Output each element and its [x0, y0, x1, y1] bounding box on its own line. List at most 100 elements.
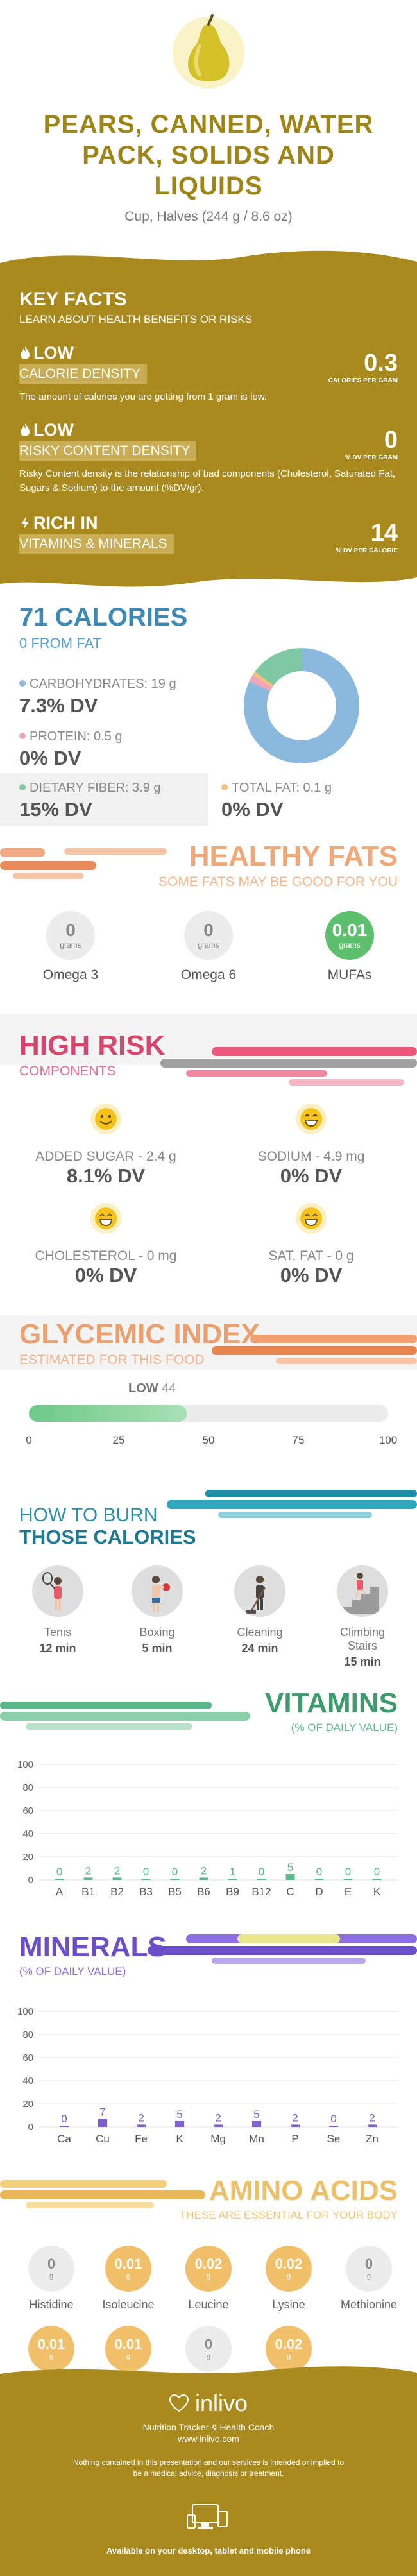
website-link[interactable]: www.inlivo.com — [178, 2434, 239, 2444]
bolt-icon — [21, 516, 29, 529]
amino-acid-name: Isoleucine — [102, 2298, 155, 2311]
category-label: Mg — [210, 2133, 226, 2145]
amino-acid-item: 0 g Histidine — [13, 2246, 90, 2312]
bar-value-label: 7 — [99, 2106, 105, 2118]
bar-Cu — [98, 2119, 107, 2127]
category-label: Ca — [57, 2133, 71, 2145]
y-tick-label: 80 — [22, 1782, 33, 1793]
tennis-icon — [42, 1572, 62, 1610]
bar-value-label: 1 — [230, 1866, 235, 1878]
amino-acid-circle: 0.02 g — [185, 2246, 232, 2292]
glycemic-subtitle: ESTIMATED FOR THIS FOOD — [19, 1352, 205, 1367]
bar-K — [372, 1879, 382, 1880]
mufa-circle: 0.01 grams — [325, 911, 374, 960]
stairs-name: Climbing Stairs — [339, 1626, 386, 1652]
amino-acid-item: 0.02gValine — [250, 2326, 327, 2392]
cleaning-item: Cleaning 24 min — [221, 1565, 298, 1655]
bar-value-label: 5 — [176, 2108, 182, 2120]
amino-acid-value: 0.01 — [37, 2336, 65, 2352]
y-tick-label: 40 — [22, 2076, 33, 2086]
amino-decoration — [0, 2180, 205, 2208]
category-label: P — [291, 2133, 298, 2145]
category-label: B5 — [168, 1886, 182, 1898]
bar-value-label: 2 — [138, 2111, 144, 2124]
bar-value-label: 0 — [316, 1866, 322, 1878]
boxing-minutes: 5 min — [142, 1642, 173, 1655]
bar-Mg — [214, 2124, 223, 2127]
glycemic-value: 44 — [162, 1381, 176, 1395]
amino-acid-item: 0.01 g Isoleucine — [90, 2246, 167, 2312]
cleaning-minutes: 24 min — [241, 1642, 278, 1655]
fact-label: CALORIE DENSITY — [19, 364, 148, 384]
footer: inlivo Nutrition Tracker & Health Coach … — [0, 2361, 417, 2576]
omega-3-circle: 0 grams — [46, 911, 95, 960]
amino-acid-circle: 0.02 g — [266, 2326, 312, 2372]
key-facts-section: KEY FACTS LEARN ABOUT HEALTH BENEFITS OR… — [0, 244, 417, 590]
bar-value-label: 0 — [259, 1866, 264, 1878]
stairs-icon — [343, 1573, 379, 1614]
y-tick-label: 20 — [22, 1852, 33, 1863]
sat-fat-label: SAT. FAT - 0 g — [268, 1249, 354, 1263]
minerals-title: MINERALS — [19, 1931, 167, 1963]
amino-acid-value: 0 — [47, 2256, 56, 2272]
added-sugar-dv: 8.1% DV — [66, 1164, 146, 1187]
glycemic-tick-label: 0 — [26, 1434, 31, 1446]
category-label: A — [56, 1886, 64, 1898]
grin-icon — [90, 1203, 121, 1234]
sodium-dv: 0% DV — [280, 1164, 343, 1187]
omega-6-unit: grams — [198, 941, 219, 950]
mufa-item: 0.01 grams MUFAs — [302, 911, 398, 983]
bar-K — [175, 2121, 184, 2127]
macronutrient-donut-chart — [244, 648, 359, 763]
fiber-stat: DIETARY FIBER: 3.9 g 15% DV — [19, 781, 161, 821]
bar-B2 — [112, 1877, 122, 1880]
omega-6-circle: 0 grams — [184, 911, 233, 960]
added-sugar-label: ADDED SUGAR - 2.4 g — [35, 1149, 176, 1164]
category-label: Mn — [249, 2133, 264, 2145]
fact-unit: % DV PER CALORIE — [336, 547, 398, 554]
fiber-stat-background — [0, 773, 208, 826]
brand-name: inlivo — [194, 2390, 248, 2416]
omega-3-value: 0 — [65, 920, 76, 940]
donut-slice-fiber — [255, 648, 302, 686]
pear-image — [173, 14, 244, 89]
bar-value-label: 0 — [330, 2113, 336, 2125]
glycemic-tick-label: 100 — [379, 1434, 397, 1446]
mufa-value: 0.01 — [332, 920, 368, 940]
vitamins-subtitle: (% OF DAILY VALUE) — [291, 1721, 398, 1734]
risky-content-fact: LOW RISKY CONTENT DENSITY Risky Content … — [19, 420, 398, 495]
title-line: PACK, SOLIDS AND — [82, 141, 335, 169]
tagline: Nutrition Tracker & Health Coach — [142, 2422, 275, 2432]
availability-text: Available on your desktop, tablet and mo… — [106, 2546, 311, 2555]
omega-3-name: Omega 3 — [42, 968, 99, 982]
fact-description: Risky Content density is the relationshi… — [19, 468, 396, 493]
title-line: PEARS, CANNED, WATER — [43, 110, 374, 139]
y-tick-label: 0 — [28, 1875, 33, 1886]
bar-B12 — [257, 1879, 266, 1880]
y-tick-label: 100 — [17, 1759, 33, 1770]
glycemic-tick-label: 50 — [203, 1434, 215, 1446]
amino-acid-item: 0 g Methionine — [330, 2246, 407, 2312]
burn-title-line-1: HOW TO BURN — [19, 1505, 158, 1526]
minerals-subtitle: (% OF DAILY VALUE) — [19, 1965, 126, 1977]
boxing-icon-circle — [132, 1565, 183, 1617]
bar-D — [314, 1879, 324, 1880]
page-title: PEARS, CANNED, WATER PACK, SOLIDS AND LI… — [0, 109, 417, 201]
smile-icon — [90, 1104, 121, 1134]
calories-title: 71 CALORIES — [19, 603, 188, 631]
omega-6-name: Omega 6 — [180, 968, 237, 982]
omega-3-item: 0 grams Omega 3 — [22, 911, 119, 983]
bar-Zn — [368, 2124, 377, 2127]
header: PEARS, CANNED, WATER PACK, SOLIDS AND LI… — [0, 0, 417, 257]
bar-value-label: 5 — [287, 1861, 293, 1873]
amino-acid-circle: 0.01 g — [105, 2246, 151, 2292]
tennis-minutes: 12 min — [39, 1642, 76, 1655]
omega-6-item: 0 grams Omega 6 — [160, 911, 257, 983]
bar-value-label: 2 — [369, 2111, 375, 2124]
fact-level: RICH IN — [33, 513, 98, 533]
category-label: E — [345, 1886, 352, 1898]
donut-slice-fat — [253, 672, 274, 688]
bar-value-label: 2 — [114, 1864, 120, 1877]
